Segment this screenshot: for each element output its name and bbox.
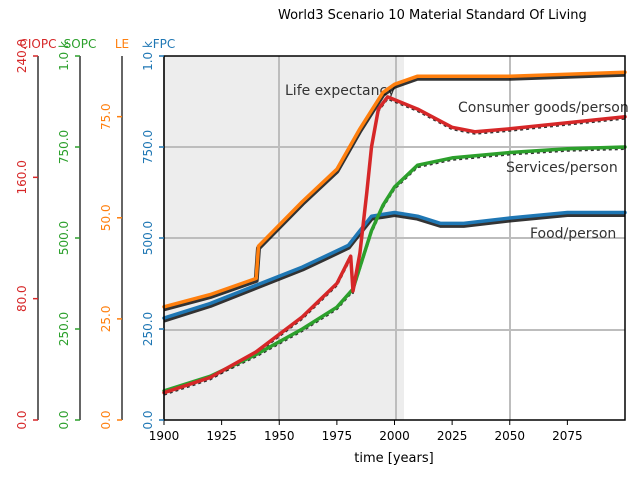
bg-label-consumer-goods: Consumer goods/person (458, 100, 629, 116)
series-line-sopc (162, 145, 627, 393)
x-tick-label-2075: 2075 (552, 429, 583, 443)
x-tick-label-1975: 1975 (322, 429, 353, 443)
fpc-tick-label-500.0: 500.0 (141, 221, 155, 255)
y-axes: CIOPC 0.0 80.0 160.0 240.0 SOPC 0.0 250.0 500.0 7… (15, 37, 175, 430)
series-line-fpc (162, 210, 627, 320)
ciopc-tick-label-80.0: 80.0 (15, 285, 29, 312)
x-axis-label: time [years] (354, 451, 433, 466)
le-axis-label: LE (115, 37, 129, 51)
sopc-tick-label-1.0 k: 1.0 k (57, 41, 71, 71)
series-line-ciopc (162, 95, 627, 395)
x-axis: 1900 1925 1950 1975 2000 2025 2050 2075 (149, 420, 583, 443)
ciopc-tick-label-160.0: 160.0 (15, 160, 29, 194)
le-tick-label-50.0: 50.0 (99, 204, 113, 231)
background-gridlines (164, 56, 625, 420)
sopc-tick-label-500.0: 500.0 (57, 221, 71, 255)
sopc-axis-label: SOPC (64, 37, 97, 51)
x-tick-label-1900: 1900 (149, 429, 180, 443)
le-tick-label-25.0: 25.0 (99, 306, 113, 333)
chart-title-text: World3 Scenario 10 Material Standard Of … (278, 8, 587, 23)
series-line-le (162, 70, 627, 309)
fpc-tick-label-1.0 k: 1.0 k (141, 41, 155, 71)
bg-label-food: Food/person (530, 226, 616, 242)
ciopc-axis-label: CIOPC (20, 37, 57, 51)
ciopc-tick-label-0.0: 0.0 (15, 410, 29, 429)
fpc-tick-label-250.0: 250.0 (141, 312, 155, 346)
sopc-tick-label-250.0: 250.0 (57, 312, 71, 346)
series-lines (162, 70, 627, 395)
x-tick-label-2025: 2025 (437, 429, 468, 443)
sopc-tick-label-750.0: 750.0 (57, 130, 71, 164)
le-tick-label-0.0: 0.0 (99, 410, 113, 429)
le-tick-label-75.0: 75.0 (99, 103, 113, 130)
x-tick-label-2050: 2050 (494, 429, 525, 443)
bg-label-services: Services/person (506, 160, 618, 176)
x-tick-label-1925: 1925 (206, 429, 237, 443)
ciopc-tick-label-240.0: 240.0 (15, 39, 29, 73)
bg-label-life-expectancy: Life expectancy (285, 83, 395, 99)
bg-line-ciopc (163, 97, 626, 396)
x-tick-label-2000: 2000 (379, 429, 410, 443)
fpc-tick-label-0.0: 0.0 (141, 410, 155, 429)
x-tick-label-1950: 1950 (264, 429, 295, 443)
fpc-axis-label: FPC (153, 37, 176, 51)
sopc-tick-label-0.0: 0.0 (57, 410, 71, 429)
fpc-tick-label-750.0: 750.0 (141, 130, 155, 164)
